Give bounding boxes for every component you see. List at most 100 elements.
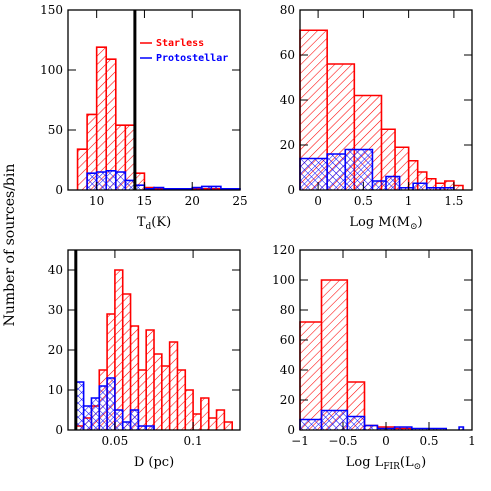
ytick-label: 20 (280, 138, 295, 152)
bar-crosshatch (347, 416, 365, 430)
bar-crosshatch (99, 386, 108, 430)
bar-starless (408, 160, 418, 190)
bar-starless (115, 125, 126, 190)
ytick-label: 0 (287, 423, 295, 437)
bar-crosshatch (87, 173, 97, 190)
ytick-label: 10 (48, 383, 63, 397)
ytick-label: 20 (48, 343, 63, 357)
bar-starless (381, 129, 396, 190)
ytick-label: 100 (272, 273, 295, 287)
bar-crosshatch (134, 185, 145, 190)
outline-protostellar (299, 148, 455, 190)
bar-starless (417, 172, 427, 190)
bar-starless (435, 183, 445, 190)
xaxis-label: Log M(M⊙) (349, 215, 422, 232)
legend-label-starless: Starless (156, 38, 204, 49)
bar-starless (216, 410, 225, 430)
outline-protostellar (75, 377, 155, 430)
bar-crosshatch (96, 172, 107, 190)
series-starless (299, 279, 413, 430)
legend-label-protostellar: Protostellar (156, 53, 228, 64)
bar-starless (134, 173, 145, 190)
bar-crosshatch (146, 426, 154, 430)
xtick-label: 10 (89, 194, 104, 208)
bar-crosshatch (364, 425, 378, 430)
bar-starless (114, 270, 123, 430)
xtick-label: 0.5 (354, 194, 373, 208)
xtick-label: −1 (291, 434, 309, 448)
bar-starless (106, 59, 116, 191)
bar-starless (122, 294, 131, 430)
xtick-label: 25 (232, 194, 247, 208)
xtick-label: 0 (382, 434, 390, 448)
bar-starless (77, 149, 88, 190)
bar-crosshatch (106, 170, 116, 190)
xtick-label: 1 (468, 434, 476, 448)
xtick-label: 20 (185, 194, 200, 208)
panel-td: 0 50 100 150 10 15 20 25 Td(K) Starless Protostell… (40, 3, 248, 232)
bar-starless (146, 330, 154, 430)
bar-starless (154, 354, 162, 430)
bar-crosshatch (372, 181, 386, 190)
bar-crosshatch (300, 419, 322, 430)
bar-crosshatch (192, 187, 202, 190)
xtick-label: 1 (405, 194, 413, 208)
figure-ylabel: Number of sources/bin (2, 164, 18, 327)
xtick-label: 0.05 (102, 434, 129, 448)
bar-crosshatch (91, 398, 100, 430)
bar-crosshatch (115, 172, 126, 190)
ytick-label: 60 (280, 48, 295, 62)
bar-crosshatch (399, 187, 414, 190)
bar-starless (224, 422, 233, 430)
bar-starless (161, 366, 170, 430)
outline-starless (299, 29, 464, 190)
bar-crosshatch (345, 149, 373, 190)
bar-starless (96, 47, 107, 191)
series-protostellar (299, 148, 455, 190)
bar-crosshatch (211, 186, 221, 190)
xtick-label: 1.5 (444, 194, 463, 208)
bar-crosshatch (327, 154, 346, 190)
bar-crosshatch (459, 427, 464, 430)
bar-crosshatch (300, 158, 328, 190)
bar-starless (87, 114, 97, 190)
bar-starless (300, 322, 322, 430)
bar-starless (130, 326, 139, 430)
bar-crosshatch (201, 186, 212, 190)
series-protostellar (86, 170, 241, 190)
panel-lfir: 0 20 40 60 80 100 120 −1 −0.5 0 0.5 1 Log LFIR(L⊙) (272, 243, 476, 472)
ytick-label: 0 (55, 183, 63, 197)
ytick-label: 80 (280, 3, 295, 17)
ytick-label: 40 (280, 93, 295, 107)
xaxis-label: D (pc) (134, 455, 174, 470)
xtick-label: 0.5 (419, 434, 438, 448)
panel-dist: 0 10 20 30 40 0.05 0.1 D (pc) (48, 249, 241, 470)
bar-crosshatch (440, 187, 454, 190)
xtick-label: −0.5 (328, 434, 357, 448)
bar-starless (444, 181, 454, 190)
bar-crosshatch (122, 422, 131, 430)
bar-crosshatch (394, 427, 412, 430)
bar-crosshatch (138, 426, 147, 430)
bar-starless (426, 178, 436, 190)
ytick-label: 50 (48, 123, 63, 137)
bar-starless (177, 370, 186, 430)
bar-starless (138, 370, 147, 430)
ytick-label: 100 (40, 63, 63, 77)
bar-starless (208, 418, 217, 430)
ytick-label: 30 (48, 303, 63, 317)
bar-crosshatch (114, 410, 123, 430)
series-starless (76, 46, 232, 191)
bar-crosshatch (75, 382, 84, 430)
outline-protostellar (86, 170, 241, 190)
bar-starless (125, 125, 135, 190)
xtick-label: 0.1 (184, 434, 203, 448)
axes-frame (67, 249, 241, 431)
bar-crosshatch (130, 410, 139, 430)
bar-crosshatch (413, 183, 427, 190)
xtick-label: 15 (137, 194, 152, 208)
bar-starless (193, 414, 201, 430)
ytick-label: 20 (280, 393, 295, 407)
panel-mass: 0 20 40 60 80 0 0.5 1 1.5 Log M(M⊙) (280, 3, 473, 232)
